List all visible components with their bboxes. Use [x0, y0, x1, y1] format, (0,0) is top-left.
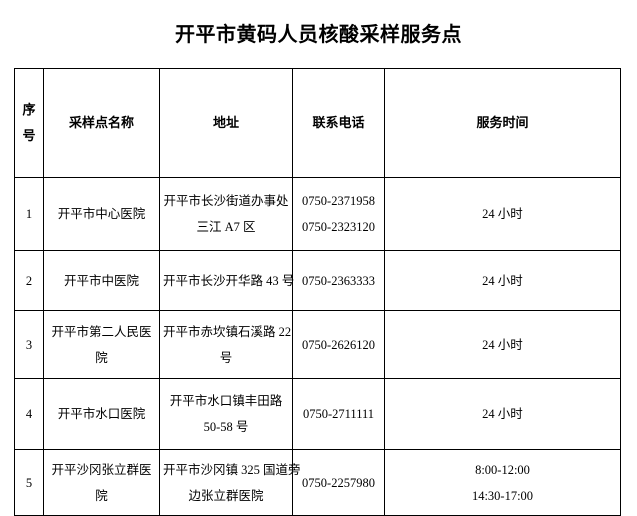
cell-hours: 24 小时 [384, 378, 621, 450]
cell-address: 开平市长沙街道办事处 三江 A7 区 [159, 177, 293, 251]
phone-line: 0750-2257980 [302, 475, 375, 490]
table-row: 1 开平市中心医院 开平市长沙街道办事处 三江 A7 区 0750-237195… [14, 177, 621, 251]
column-header-name: 采样点名称 [43, 68, 160, 178]
address-line: 边张立群医院 [188, 488, 264, 503]
address-line: 开平市长沙街道办事处 [163, 194, 289, 208]
address-line: 开平市沙冈镇 325 国道旁 [163, 462, 301, 477]
cell-index: 2 [14, 250, 44, 311]
cell-site-name: 开平市第二人民医院 [43, 310, 160, 379]
cell-hours: 8:00-12:00 14:30-17:00 [384, 449, 621, 516]
column-header-address: 地址 [159, 68, 293, 178]
table-row: 4 开平市水口医院 开平市水口镇丰田路 50-58 号 0750-2711111 [14, 378, 621, 450]
sampling-sites-table: 序号 采样点名称 地址 联系电话 服务时间 1 开平市中心医院 开平市长沙街道办… [14, 68, 621, 516]
cell-phone: 0750-2257980 [292, 449, 385, 516]
sampling-sites-table-container: 序号 采样点名称 地址 联系电话 服务时间 1 开平市中心医院 开平市长沙街道办… [14, 68, 621, 516]
table-row: 2 开平市中医院 开平市长沙开华路 43 号 0750-2363333 [14, 250, 621, 311]
cell-index: 4 [14, 378, 44, 450]
address-line: 三江 A7 区 [196, 220, 256, 234]
column-header-hours: 服务时间 [384, 68, 621, 178]
hours-line: 14:30-17:00 [471, 488, 534, 503]
phone-line: 0750-2626120 [302, 337, 375, 352]
page-title: 开平市黄码人员核酸采样服务点 [175, 24, 462, 47]
hours-line: 8:00-12:00 [475, 462, 530, 477]
table-row: 5 开平沙冈张立群医院 开平市沙冈镇 325 国道旁 边张立群医院 0750-2… [14, 449, 621, 516]
table-header: 序号 采样点名称 地址 联系电话 服务时间 [14, 68, 621, 178]
cell-address: 开平市长沙开华路 43 号 [159, 250, 295, 311]
cell-phone: 0750-2711111 [292, 378, 385, 450]
cell-index: 5 [14, 449, 44, 516]
cell-address: 开平市赤坎镇石溪路 22 号 [159, 310, 293, 379]
hours-line: 24 小时 [482, 273, 523, 288]
cell-phone: 0750-2371958 0750-2323120 [292, 177, 385, 251]
address-line: 50-58 号 [203, 420, 249, 434]
address-line: 开平市赤坎镇石溪路 22 [163, 324, 292, 339]
cell-index: 3 [14, 310, 44, 379]
table-body: 1 开平市中心医院 开平市长沙街道办事处 三江 A7 区 0750-237195… [14, 177, 621, 516]
table-header-row: 序号 采样点名称 地址 联系电话 服务时间 [14, 68, 621, 178]
phone-line: 0750-2363333 [302, 273, 375, 288]
column-header-phone: 联系电话 [292, 68, 385, 178]
cell-phone: 0750-2626120 [292, 310, 385, 379]
phone-line: 0750-2323120 [302, 220, 375, 234]
cell-index: 1 [14, 177, 44, 251]
phone-line: 0750-2371958 [302, 194, 375, 208]
address-line: 开平市水口镇丰田路 [169, 394, 283, 408]
hours-line: 24 小时 [482, 407, 523, 421]
hours-line: 24 小时 [482, 337, 523, 352]
cell-hours: 24 小时 [384, 177, 621, 251]
phone-line: 0750-2711111 [302, 407, 375, 421]
cell-hours: 24 小时 [384, 250, 621, 311]
table-row: 3 开平市第二人民医院 开平市赤坎镇石溪路 22 号 0750-2626120 [14, 310, 621, 379]
cell-address: 开平市沙冈镇 325 国道旁 边张立群医院 [159, 449, 301, 516]
column-header-index: 序号 [14, 68, 44, 178]
cell-site-name: 开平市中心医院 [43, 177, 160, 251]
cell-phone: 0750-2363333 [292, 250, 385, 311]
cell-hours: 24 小时 [384, 310, 621, 379]
cell-address: 开平市水口镇丰田路 50-58 号 [159, 378, 293, 450]
cell-site-name: 开平市水口医院 [43, 378, 160, 450]
address-line: 号 [219, 350, 233, 365]
cell-site-name: 开平市中医院 [43, 250, 160, 311]
hours-line: 24 小时 [482, 207, 523, 221]
address-line: 开平市长沙开华路 43 号 [163, 273, 295, 288]
